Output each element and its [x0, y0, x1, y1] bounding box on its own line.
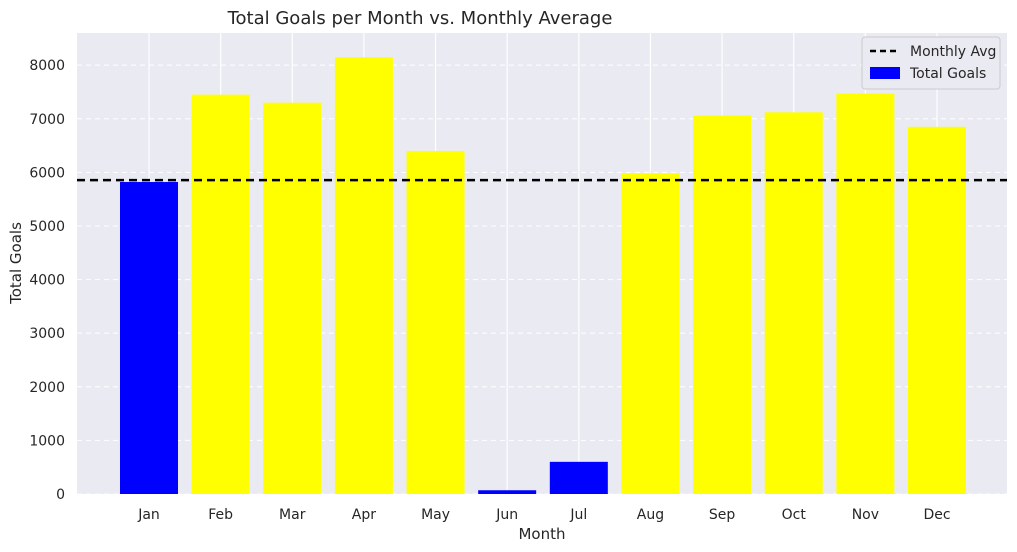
x-axis-label: Month: [518, 525, 565, 543]
x-tick-label: Apr: [352, 507, 376, 523]
bar-jul: [549, 461, 608, 494]
y-tick-label: 3000: [29, 326, 65, 342]
bar-sep: [693, 115, 752, 495]
bars: [120, 57, 966, 495]
x-tick-label: Jan: [137, 507, 160, 523]
x-tick-label: Jul: [569, 507, 587, 523]
x-tick-label: Mar: [279, 507, 306, 523]
legend: Monthly Avg Total Goals: [861, 36, 1001, 90]
y-tick-label: 2000: [29, 380, 65, 396]
legend-label-total-goals: Total Goals: [909, 66, 986, 82]
bar-nov: [836, 93, 895, 495]
x-tick-label: Oct: [782, 507, 807, 523]
y-tick-label: 6000: [29, 165, 65, 181]
x-tick-label: May: [421, 507, 450, 523]
bar-mar: [263, 102, 322, 495]
legend-label-monthly-avg: Monthly Avg: [910, 44, 996, 60]
y-tick-label: 5000: [29, 219, 65, 235]
x-axis-ticks: Jan Feb Mar Apr May Jun Jul Aug Sep Oct Nov Dec: [137, 507, 950, 523]
y-tick-label: 8000: [29, 58, 65, 74]
x-tick-label: Sep: [709, 507, 736, 523]
bar-jun: [478, 490, 537, 494]
x-tick-label: Feb: [208, 507, 233, 523]
bar-dec: [908, 126, 966, 494]
bar-apr: [334, 57, 393, 494]
bar-oct: [764, 112, 823, 494]
y-tick-label: 7000: [29, 112, 65, 128]
bar-aug: [621, 173, 680, 494]
chart-title: Total Goals per Month vs. Monthly Averag…: [227, 8, 613, 29]
x-tick-label: Jun: [495, 507, 518, 523]
y-tick-label: 1000: [29, 433, 65, 449]
bar-feb: [191, 94, 250, 494]
y-axis-label: Total Goals: [7, 222, 25, 305]
y-axis-ticks: 0 1000 2000 3000 4000 5000 6000 7000 8000: [29, 58, 65, 503]
bar-jan: [120, 182, 178, 494]
x-tick-label: Dec: [923, 507, 950, 523]
x-tick-label: Aug: [637, 507, 664, 523]
bar-may: [406, 150, 465, 494]
legend-bar-patch-icon: [870, 67, 900, 79]
y-tick-label: 0: [56, 487, 65, 503]
x-tick-label: Nov: [852, 507, 879, 523]
y-tick-label: 4000: [29, 273, 65, 289]
